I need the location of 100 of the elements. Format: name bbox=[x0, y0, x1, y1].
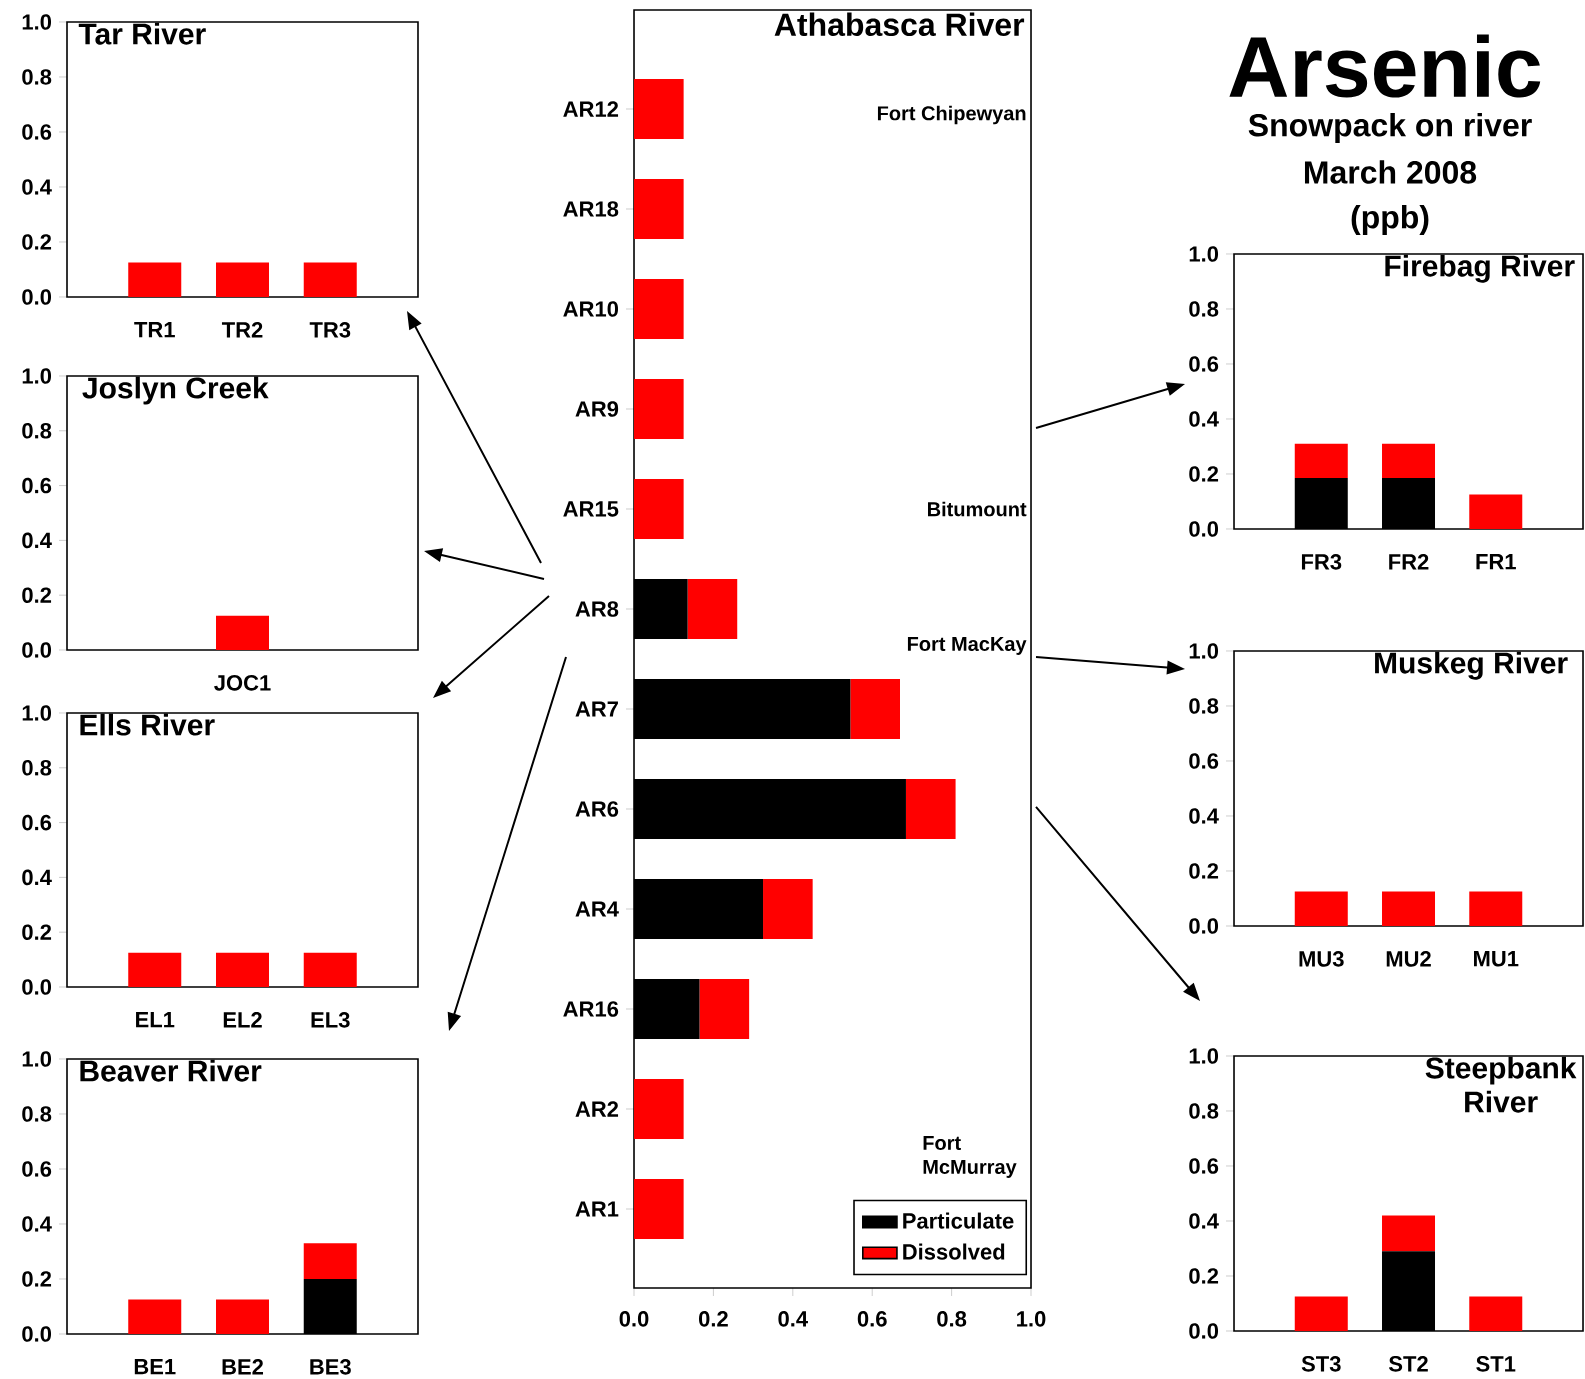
x-tick-label: TR1 bbox=[134, 322, 175, 338]
text: (ppb) bbox=[1351, 205, 1429, 235]
bar bbox=[634, 1079, 684, 1139]
y-tick-label: AR10 bbox=[563, 301, 619, 317]
y-tick-label: 0.0 bbox=[22, 1326, 52, 1342]
y-tick-label: 1.0 bbox=[1189, 246, 1219, 262]
y-tick-label: 0.4 bbox=[1189, 411, 1219, 427]
chart-title: Athabasca River bbox=[774, 12, 1025, 37]
x-tick-label: 0.8 bbox=[937, 1311, 967, 1327]
y-tick-label: 0.8 bbox=[22, 760, 52, 776]
y-tick-label: 0.0 bbox=[22, 979, 52, 995]
y-tick-label: 0.4 bbox=[22, 532, 52, 549]
y-tick-label: 0.0 bbox=[1189, 521, 1219, 537]
bar bbox=[1382, 1215, 1436, 1252]
x-tick-label: JOC1 bbox=[214, 675, 271, 691]
chart-title: Firebag River bbox=[1385, 254, 1575, 283]
annotation: Fort MacKay bbox=[907, 637, 1027, 655]
x-tick-label: FR1 bbox=[1476, 554, 1516, 570]
x-tick-label: TR2 bbox=[221, 322, 263, 338]
y-tick-label: 0.2 bbox=[1189, 863, 1219, 879]
y-tick-label: 1.0 bbox=[22, 14, 52, 30]
x-tick-label: 0.4 bbox=[778, 1311, 808, 1327]
y-tick-label: 0.0 bbox=[22, 289, 52, 305]
y-tick-label: AR12 bbox=[563, 101, 619, 117]
y-tick-label: AR18 bbox=[563, 201, 619, 217]
chart-title: Steepbank River bbox=[1425, 1056, 1577, 1113]
annotation: Bitumount bbox=[928, 501, 1027, 517]
y-tick-label: 1.0 bbox=[22, 368, 52, 384]
chart-title: Beaver River bbox=[80, 1059, 262, 1082]
x-tick-label: EL3 bbox=[311, 1012, 350, 1028]
chart-title: Muskeg River bbox=[1375, 651, 1568, 680]
y-tick-label: 0.2 bbox=[1189, 466, 1219, 482]
y-tick-label: 0.6 bbox=[22, 1161, 52, 1177]
bar bbox=[634, 278, 684, 339]
y-tick-label: 0.2 bbox=[22, 924, 52, 940]
y-tick-label: 0.4 bbox=[1189, 808, 1219, 824]
bar bbox=[634, 378, 684, 439]
legend-label: Particulate bbox=[903, 1212, 1014, 1229]
y-tick-label: 0.6 bbox=[22, 814, 52, 831]
y-tick-label: 0.8 bbox=[22, 69, 52, 85]
x-tick-label: ST1 bbox=[1476, 1356, 1516, 1372]
x-tick-label: MU3 bbox=[1299, 951, 1344, 967]
bar bbox=[634, 479, 684, 539]
x-tick-label: EL1 bbox=[136, 1012, 175, 1028]
y-tick-label: 0.8 bbox=[1189, 698, 1219, 714]
bar bbox=[634, 179, 684, 239]
y-tick-label: 0.6 bbox=[22, 124, 52, 140]
y-tick-label: 0.8 bbox=[1189, 301, 1219, 317]
bar bbox=[763, 879, 813, 939]
x-tick-label: TR3 bbox=[309, 322, 351, 338]
y-tick-label: 1.0 bbox=[1189, 643, 1219, 659]
x-tick-label: BE3 bbox=[310, 1359, 351, 1375]
y-tick-label: AR6 bbox=[575, 801, 619, 817]
y-tick-label: 0.8 bbox=[22, 1106, 52, 1122]
chart-title: Tar River bbox=[78, 22, 206, 45]
x-tick-label: 0.0 bbox=[619, 1311, 649, 1327]
bar bbox=[1382, 443, 1436, 479]
x-tick-label: MU2 bbox=[1386, 951, 1431, 967]
x-tick-label: 0.2 bbox=[699, 1311, 728, 1327]
x-tick-label: 1.0 bbox=[1017, 1311, 1046, 1327]
bar bbox=[850, 678, 900, 739]
y-tick-label: 1.0 bbox=[1189, 1048, 1219, 1064]
x-tick-label: EL2 bbox=[223, 1012, 262, 1028]
y-tick-label: AR4 bbox=[575, 901, 619, 917]
x-tick-label: ST3 bbox=[1301, 1356, 1341, 1372]
y-tick-label: AR15 bbox=[563, 501, 619, 517]
text: March 2008 bbox=[1304, 160, 1477, 184]
bar bbox=[1469, 494, 1523, 529]
y-tick-label: AR7 bbox=[575, 701, 618, 717]
bar bbox=[128, 1299, 182, 1334]
bar bbox=[1294, 443, 1348, 479]
y-tick-label: 0.2 bbox=[1189, 1268, 1219, 1284]
x-tick-label: MU1 bbox=[1474, 951, 1519, 967]
y-tick-label: 0.6 bbox=[1189, 1158, 1219, 1174]
y-tick-label: 0.8 bbox=[1189, 1103, 1219, 1119]
y-tick-label: 0.6 bbox=[1189, 753, 1219, 769]
y-tick-label: 0.0 bbox=[1189, 1323, 1219, 1339]
x-tick-label: FR2 bbox=[1389, 554, 1429, 570]
x-tick-label: FR3 bbox=[1301, 554, 1342, 570]
bar bbox=[1469, 1296, 1523, 1331]
annotation: Fort McMurray bbox=[923, 1136, 1017, 1178]
y-tick-label: 1.0 bbox=[22, 1051, 52, 1067]
y-tick-label: 0.2 bbox=[22, 1271, 52, 1287]
chart-title: Joslyn Creek bbox=[82, 376, 269, 405]
y-tick-label: 0.4 bbox=[1189, 1213, 1219, 1229]
y-tick-label: 0.8 bbox=[22, 423, 52, 439]
y-tick-label: AR1 bbox=[575, 1201, 619, 1217]
y-tick-label: AR16 bbox=[563, 1001, 619, 1017]
y-tick-label: 0.0 bbox=[1189, 918, 1219, 934]
y-tick-label: 0.4 bbox=[22, 869, 52, 886]
chart-title: Ells River bbox=[80, 713, 215, 736]
text: Arsenic bbox=[1229, 34, 1541, 98]
bar bbox=[634, 1179, 684, 1239]
y-tick-label: AR8 bbox=[575, 601, 619, 617]
bar bbox=[687, 579, 738, 639]
text: Snowpack on river bbox=[1248, 113, 1532, 143]
x-tick-label: 0.6 bbox=[857, 1311, 887, 1327]
y-tick-label: AR9 bbox=[575, 401, 619, 417]
y-tick-label: 0.2 bbox=[22, 234, 52, 250]
x-tick-label: ST2 bbox=[1388, 1356, 1428, 1372]
